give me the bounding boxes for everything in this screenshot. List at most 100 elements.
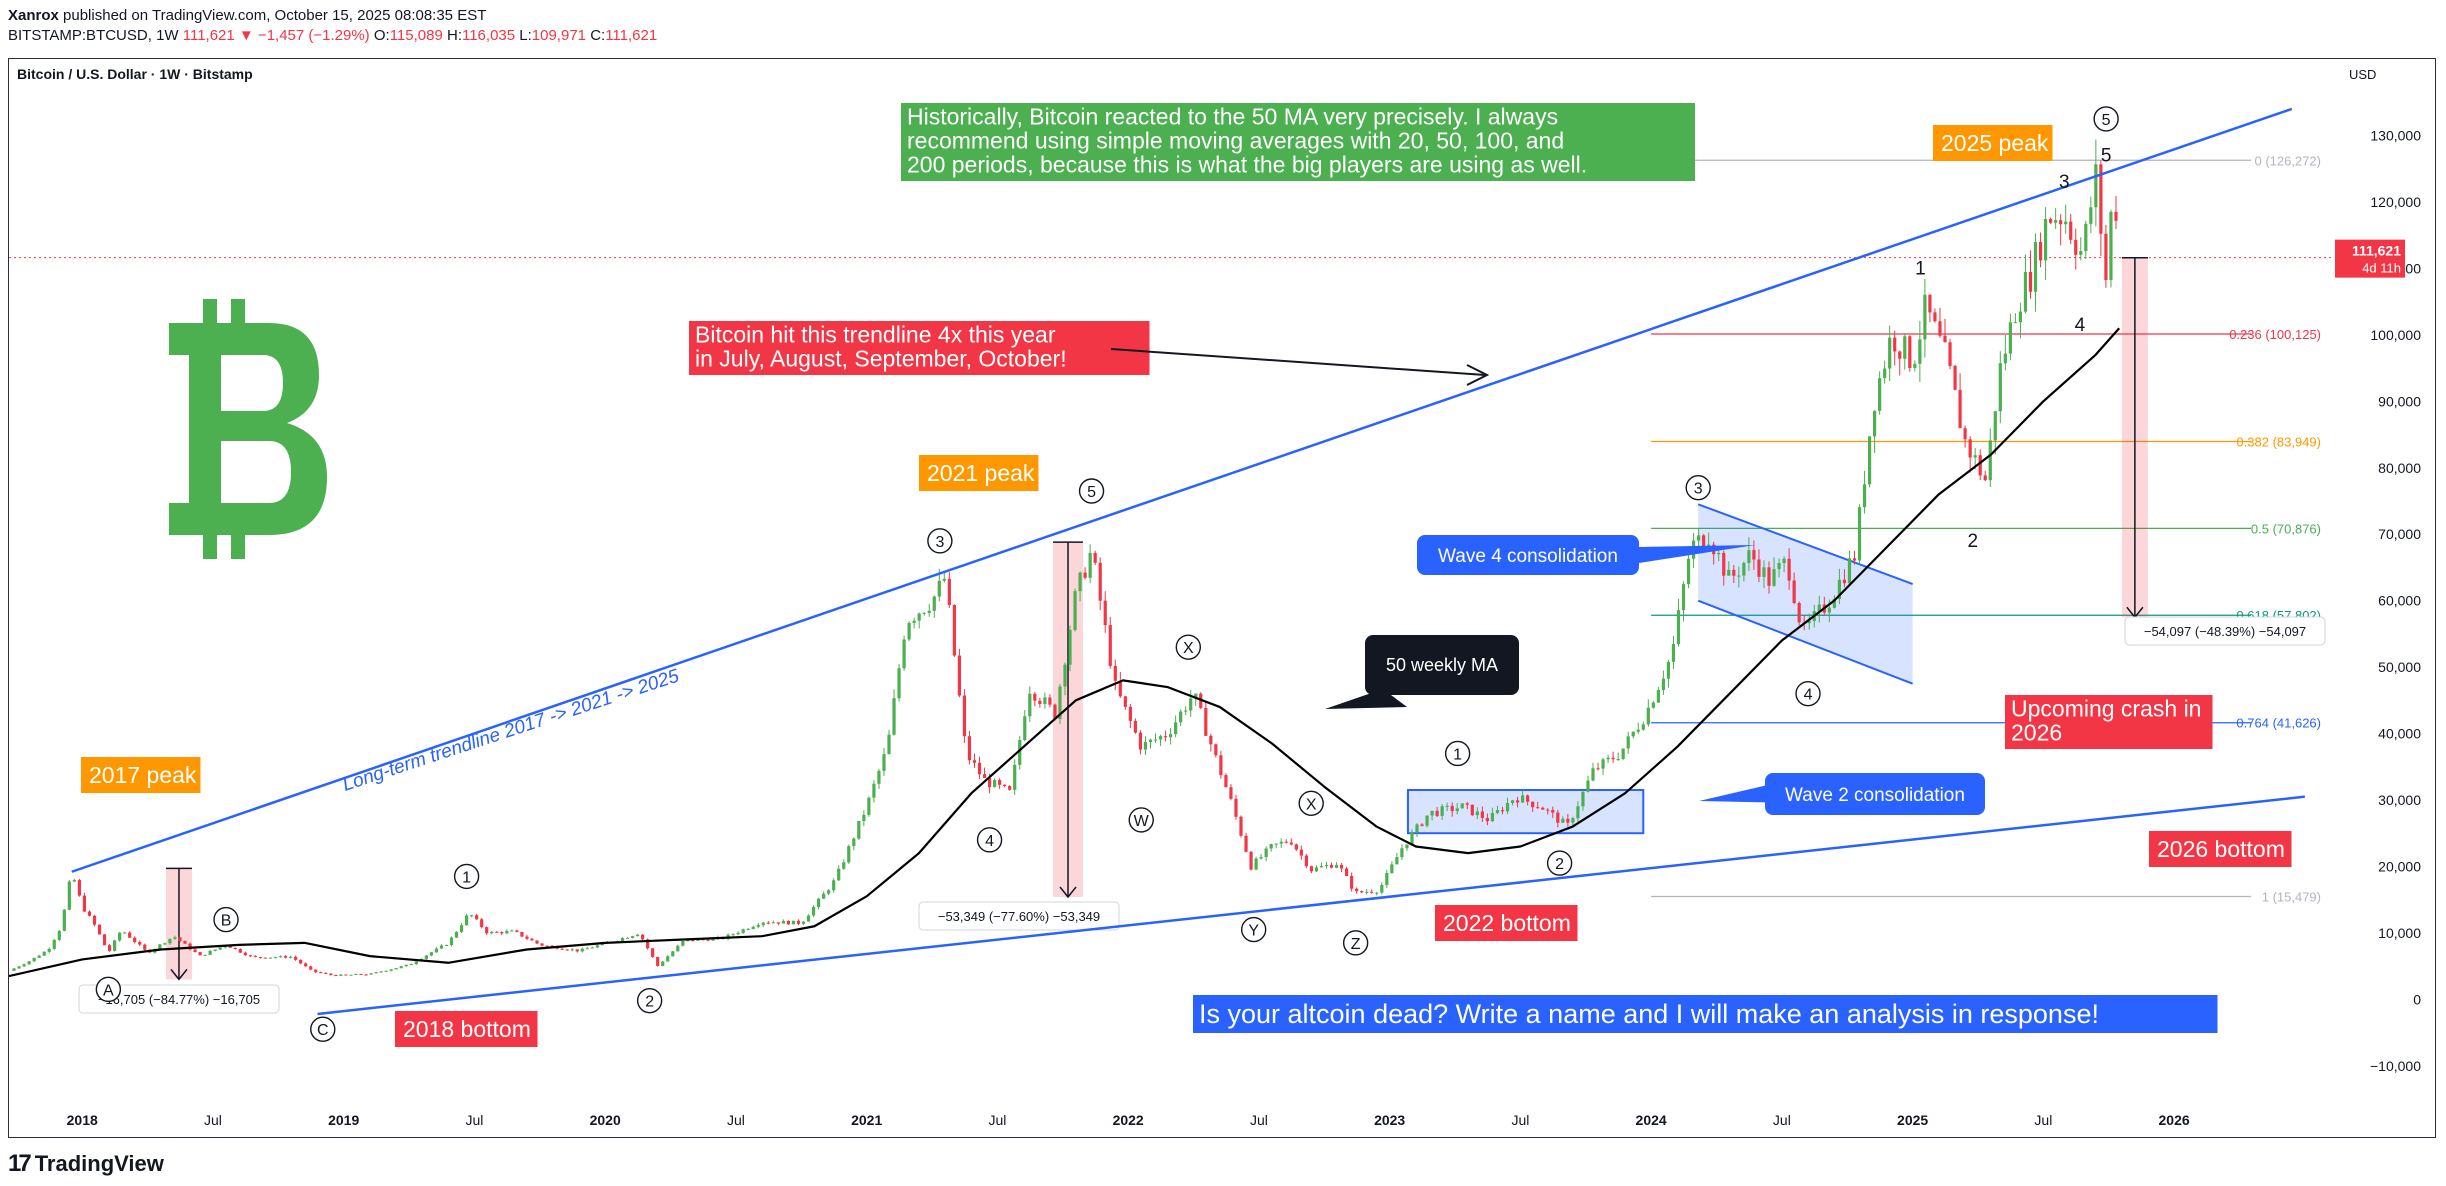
candle-body xyxy=(585,948,589,950)
candle-body xyxy=(817,898,821,908)
candle-body xyxy=(2114,211,2118,221)
candle-body xyxy=(304,963,308,967)
candle-body xyxy=(1556,812,1560,823)
candle-body xyxy=(349,974,353,976)
candle-body xyxy=(1847,558,1852,584)
candle-body xyxy=(1395,857,1399,865)
candle-body xyxy=(2074,239,2078,255)
candle-body xyxy=(635,934,640,937)
candle-body xyxy=(917,613,921,621)
candle-body xyxy=(1867,436,1872,485)
price-tick-label: 10,000 xyxy=(2378,925,2421,941)
ma50-line xyxy=(9,327,2121,978)
candle-body xyxy=(595,945,599,948)
wave-label: B xyxy=(221,913,232,930)
time-tick-label: 2026 xyxy=(2159,1112,2190,1128)
candle-body xyxy=(1566,818,1570,823)
candle-body xyxy=(691,939,695,941)
candle-body xyxy=(1641,724,1645,730)
fib-level-label: 0 (126,272) xyxy=(2255,153,2322,168)
wave4-consolidation-text: Wave 4 consolidation xyxy=(1438,546,1618,567)
candle-body xyxy=(1204,707,1208,736)
candle-body xyxy=(339,974,343,976)
tradingview-footer[interactable]: 17 TradingView xyxy=(8,1150,164,1178)
chart-canvas[interactable]: Bitcoin / U.S. Dollar · 1W · Bitstamp USD… xyxy=(9,59,2435,1137)
candle-body xyxy=(1938,321,1942,336)
wave-label: 3 xyxy=(1694,481,1703,498)
symbol-name[interactable]: BITSTAMP:BTCUSD, 1W xyxy=(8,27,179,44)
candle-body xyxy=(1158,736,1163,740)
wave-label: 5 xyxy=(2102,112,2111,129)
candle-body xyxy=(1676,610,1681,645)
candle-body xyxy=(2008,322,2012,354)
candle-body xyxy=(32,957,36,962)
peak-2025-text: 2025 peak xyxy=(1941,130,2049,156)
wave4-channel-lower xyxy=(1697,599,1913,685)
candle-body xyxy=(706,939,710,941)
candle-body xyxy=(510,930,514,932)
candle-body xyxy=(801,921,806,924)
drawdown-label-box xyxy=(78,984,280,1014)
last-price-tag xyxy=(2335,239,2405,278)
candle-body xyxy=(1028,693,1032,717)
candle-body xyxy=(1254,858,1258,870)
candle-body xyxy=(1586,780,1590,792)
bitcoin-logo-icon xyxy=(169,299,327,559)
candle-body xyxy=(625,937,630,939)
wave4-channel-upper xyxy=(1697,503,1913,585)
candle-body xyxy=(158,944,162,949)
candle-body xyxy=(2064,221,2068,225)
candle-body xyxy=(102,934,107,946)
publisher-name[interactable]: Xanrox xyxy=(8,7,59,24)
candle-body xyxy=(741,929,745,933)
candle-body xyxy=(1782,558,1786,564)
candle-body xyxy=(27,961,31,965)
drawdown-label: −53,349 (−77.60%) −53,349 xyxy=(938,909,1100,924)
candle-body xyxy=(535,940,539,944)
candle-body xyxy=(676,945,680,952)
upper-trendline xyxy=(71,107,2293,873)
candle-body xyxy=(1460,803,1464,809)
candle-body xyxy=(520,931,524,937)
candle-body xyxy=(1224,775,1228,788)
symbol-line: BITSTAMP:BTCUSD, 1W 111,621 ▼ −1,457 (−1… xyxy=(8,26,657,46)
candle-body xyxy=(253,956,258,958)
candle-body xyxy=(580,948,584,952)
wave-label: 5 xyxy=(1087,484,1096,501)
candle-body xyxy=(912,620,916,624)
candle-body xyxy=(1561,818,1565,823)
crash-2026-box xyxy=(2005,695,2213,749)
drawdown-arrow-head xyxy=(1059,886,1077,899)
peak-2017-text: 2017 peak xyxy=(89,762,197,788)
last-price-tag-value: 111,621 xyxy=(2352,243,2401,259)
candle-body xyxy=(1717,552,1721,555)
time-tick-label: Jul xyxy=(465,1112,483,1128)
trendline-note-arrow-head xyxy=(1466,364,1490,386)
candle-body xyxy=(263,957,268,959)
candle-body xyxy=(12,968,16,971)
wave-label: 3 xyxy=(2059,172,2070,193)
chart-title: Bitcoin / U.S. Dollar · 1W · Bitstamp xyxy=(17,66,253,82)
candle-body xyxy=(842,862,846,869)
candle-body xyxy=(671,951,675,957)
peak-2021-text: 2021 peak xyxy=(927,460,1035,486)
candle-body xyxy=(1998,363,2002,412)
bottom-2018-box xyxy=(395,1011,538,1047)
candle-body xyxy=(213,949,217,951)
bitcoin-logo-bar xyxy=(231,529,245,559)
candle-body xyxy=(731,934,735,936)
candle-body xyxy=(736,932,740,935)
candle-body xyxy=(1375,892,1379,894)
candle-body xyxy=(454,931,459,938)
wave-label-circle xyxy=(1175,634,1202,660)
candle-body xyxy=(1003,784,1007,786)
wave-label-circle xyxy=(213,906,239,933)
chart-frame[interactable]: Bitcoin / U.S. Dollar · 1W · Bitstamp USD… xyxy=(8,58,2436,1138)
candle-body xyxy=(1078,572,1082,592)
candle-body xyxy=(278,956,283,958)
open-value: 115,089 xyxy=(389,27,443,44)
candle-body xyxy=(746,928,750,930)
candle-body xyxy=(1148,739,1153,743)
candle-body xyxy=(1063,664,1067,687)
candle-body xyxy=(289,956,293,958)
